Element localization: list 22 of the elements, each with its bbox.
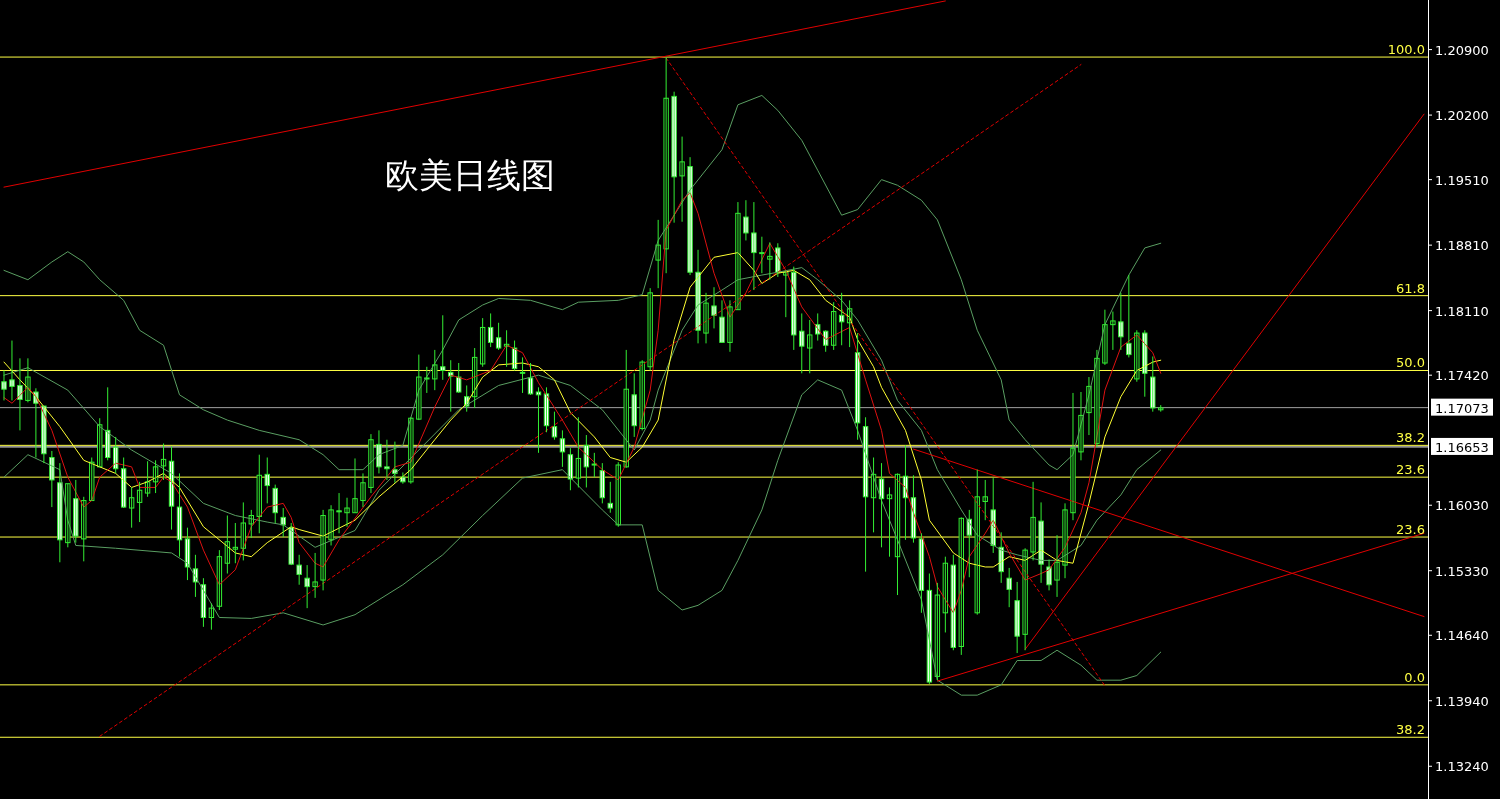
y-tick-label: 1.16030 bbox=[1435, 498, 1489, 514]
text: 欧美日线图 bbox=[385, 157, 555, 194]
annotation: 23.6 bbox=[1396, 462, 1425, 478]
y-tick-label: 1.13940 bbox=[1435, 693, 1489, 709]
annotation: 0.0 bbox=[1404, 669, 1425, 685]
y-tick-label: 1.19510 bbox=[1435, 172, 1489, 188]
ref-line-label: 1.16653 bbox=[1435, 439, 1489, 455]
annotation: 50.0 bbox=[1396, 355, 1425, 371]
annotation: 61.8 bbox=[1396, 280, 1425, 296]
y-tick-label: 1.20200 bbox=[1435, 108, 1489, 124]
y-tick-label: 1.17420 bbox=[1435, 368, 1489, 384]
annotation: 38.2 bbox=[1396, 430, 1425, 446]
y-tick-label: 1.15330 bbox=[1435, 563, 1489, 579]
y-tick-label: 1.18810 bbox=[1435, 238, 1489, 254]
y-tick-label: 1.13240 bbox=[1435, 759, 1489, 775]
y-tick-label: 1.20900 bbox=[1435, 42, 1489, 58]
ref-line-label: 1.17073 bbox=[1435, 400, 1489, 416]
annotation: 23.6 bbox=[1396, 522, 1425, 538]
annotation: 38.2 bbox=[1396, 722, 1425, 738]
annotation: 100.0 bbox=[1387, 42, 1425, 58]
y-tick-label: 1.18110 bbox=[1435, 303, 1489, 319]
y-tick-label: 1.14640 bbox=[1435, 628, 1489, 644]
